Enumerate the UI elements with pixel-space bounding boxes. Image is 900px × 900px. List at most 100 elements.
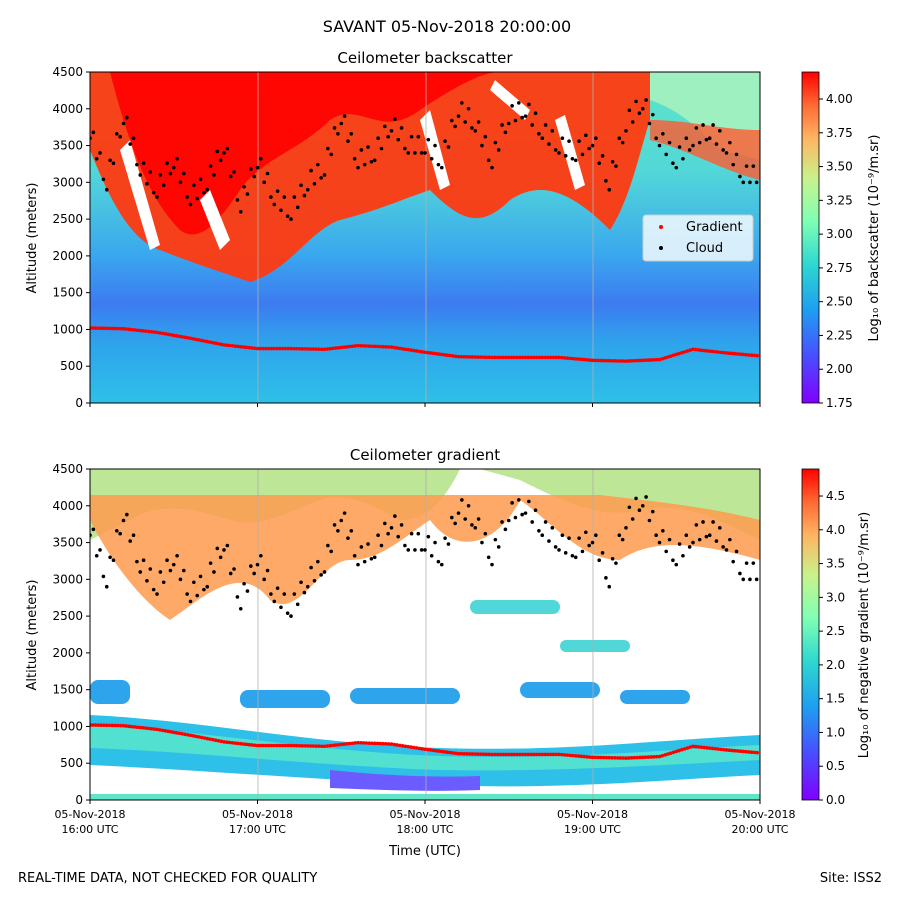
gradient-point [420, 747, 425, 751]
cloud-point [111, 558, 116, 563]
cloud-point [225, 543, 230, 548]
cloud-point [614, 164, 618, 168]
gradient-point [495, 355, 500, 360]
gradient-point [183, 335, 187, 340]
cloud-point [128, 142, 132, 146]
cloud-point [604, 576, 608, 580]
gradient-point [537, 355, 542, 360]
gradient-point [144, 329, 148, 333]
gradient-point [755, 750, 760, 755]
gradient-point [238, 741, 243, 746]
gradient-point [654, 754, 659, 759]
cloud-point [446, 542, 451, 546]
gradient-point [448, 750, 452, 755]
gradient-point [414, 349, 419, 353]
cloud-point [664, 152, 668, 157]
gradient-point [481, 752, 486, 757]
cloud-point [610, 159, 615, 164]
colorbar-tick-label: 1.5 [826, 692, 845, 706]
gradient-point [230, 344, 235, 348]
gradient-point [166, 332, 170, 337]
cloud-point [456, 114, 461, 118]
cloud-point [540, 136, 545, 140]
cloud-point [155, 195, 159, 199]
gradient-point [744, 352, 748, 357]
gradient-point [339, 345, 344, 350]
cloud-point [630, 517, 635, 521]
cloud-point [316, 162, 320, 167]
cloud-point [171, 165, 176, 170]
gradient-point [233, 344, 237, 348]
cloud-point [409, 531, 414, 536]
gradient-point [730, 748, 734, 753]
cloud-point [171, 562, 176, 567]
gradient-point [643, 358, 648, 363]
gradient-point [613, 756, 617, 760]
gradient-point [626, 359, 631, 363]
cloud-point [751, 164, 756, 168]
cloud-point [98, 548, 102, 552]
gradient-point [113, 723, 117, 728]
gradient-point [398, 743, 402, 748]
gradient-colorbar: 0.0 0.5 1.0 1.5 2.0 2.5 3.0 3.5 4.0 4.5 Log₁₀ of … [801, 468, 872, 807]
cloud-point [490, 165, 494, 170]
cloud-point [342, 511, 347, 515]
gradient-point [755, 353, 760, 358]
cloud-point [553, 148, 558, 152]
colorbar-tick-label: 2.00 [826, 362, 853, 376]
gradient-point [325, 347, 330, 351]
cloud-point [416, 134, 421, 139]
cloud-point [329, 152, 334, 157]
gradient-point [289, 743, 293, 748]
gradient-point [180, 732, 184, 736]
cloud-point [212, 173, 216, 177]
cloud-point [238, 209, 243, 214]
cloud-point [299, 183, 303, 188]
gradient-point [291, 743, 296, 748]
cloud-point [182, 568, 186, 573]
cloud-point [517, 498, 521, 502]
gradient-point [490, 752, 494, 757]
cloud-point [506, 121, 511, 126]
cloud-point [178, 180, 183, 185]
gradient-point [127, 327, 131, 332]
gradient-point [278, 743, 282, 748]
gradient-point [275, 743, 279, 748]
cloud-point [115, 528, 119, 533]
cloud-point [94, 553, 99, 558]
gradient-point [305, 347, 310, 351]
cloud-point [476, 120, 481, 124]
cloud-point [661, 131, 665, 136]
gradient-point [691, 347, 695, 352]
legend: Gradient Cloud [642, 214, 754, 262]
gradient-point [99, 723, 103, 728]
cloud-point [135, 162, 139, 167]
gradient-point [300, 347, 304, 351]
gradient-point [174, 334, 179, 338]
gradient-point [361, 344, 366, 348]
gradient-point [551, 355, 556, 360]
cloud-point [359, 148, 364, 152]
cloud-point [332, 523, 337, 527]
cloud-point [527, 499, 531, 504]
cloud-point [691, 540, 695, 545]
cloud-point [295, 602, 300, 607]
cloud-point [125, 115, 129, 120]
gradient-point [534, 752, 539, 757]
gradient-point [479, 752, 483, 756]
cloud-point [262, 577, 267, 582]
cloud-point [584, 530, 588, 535]
cloud-point [470, 523, 474, 527]
gradient-point [157, 331, 162, 335]
gradient-point [498, 355, 503, 360]
gradient-point [163, 332, 168, 336]
gradient-point [378, 741, 383, 746]
gradient-colorbar-label: Log₁₀ of negative gradient (10⁻⁹/m.sr) [857, 512, 872, 758]
gradient-point [459, 751, 464, 756]
cloud-point [115, 131, 119, 136]
gradient-point [236, 344, 240, 349]
gradient-point [652, 358, 656, 362]
cloud-point [657, 540, 662, 545]
cloud-point [289, 217, 293, 221]
gradient-point [473, 355, 478, 359]
